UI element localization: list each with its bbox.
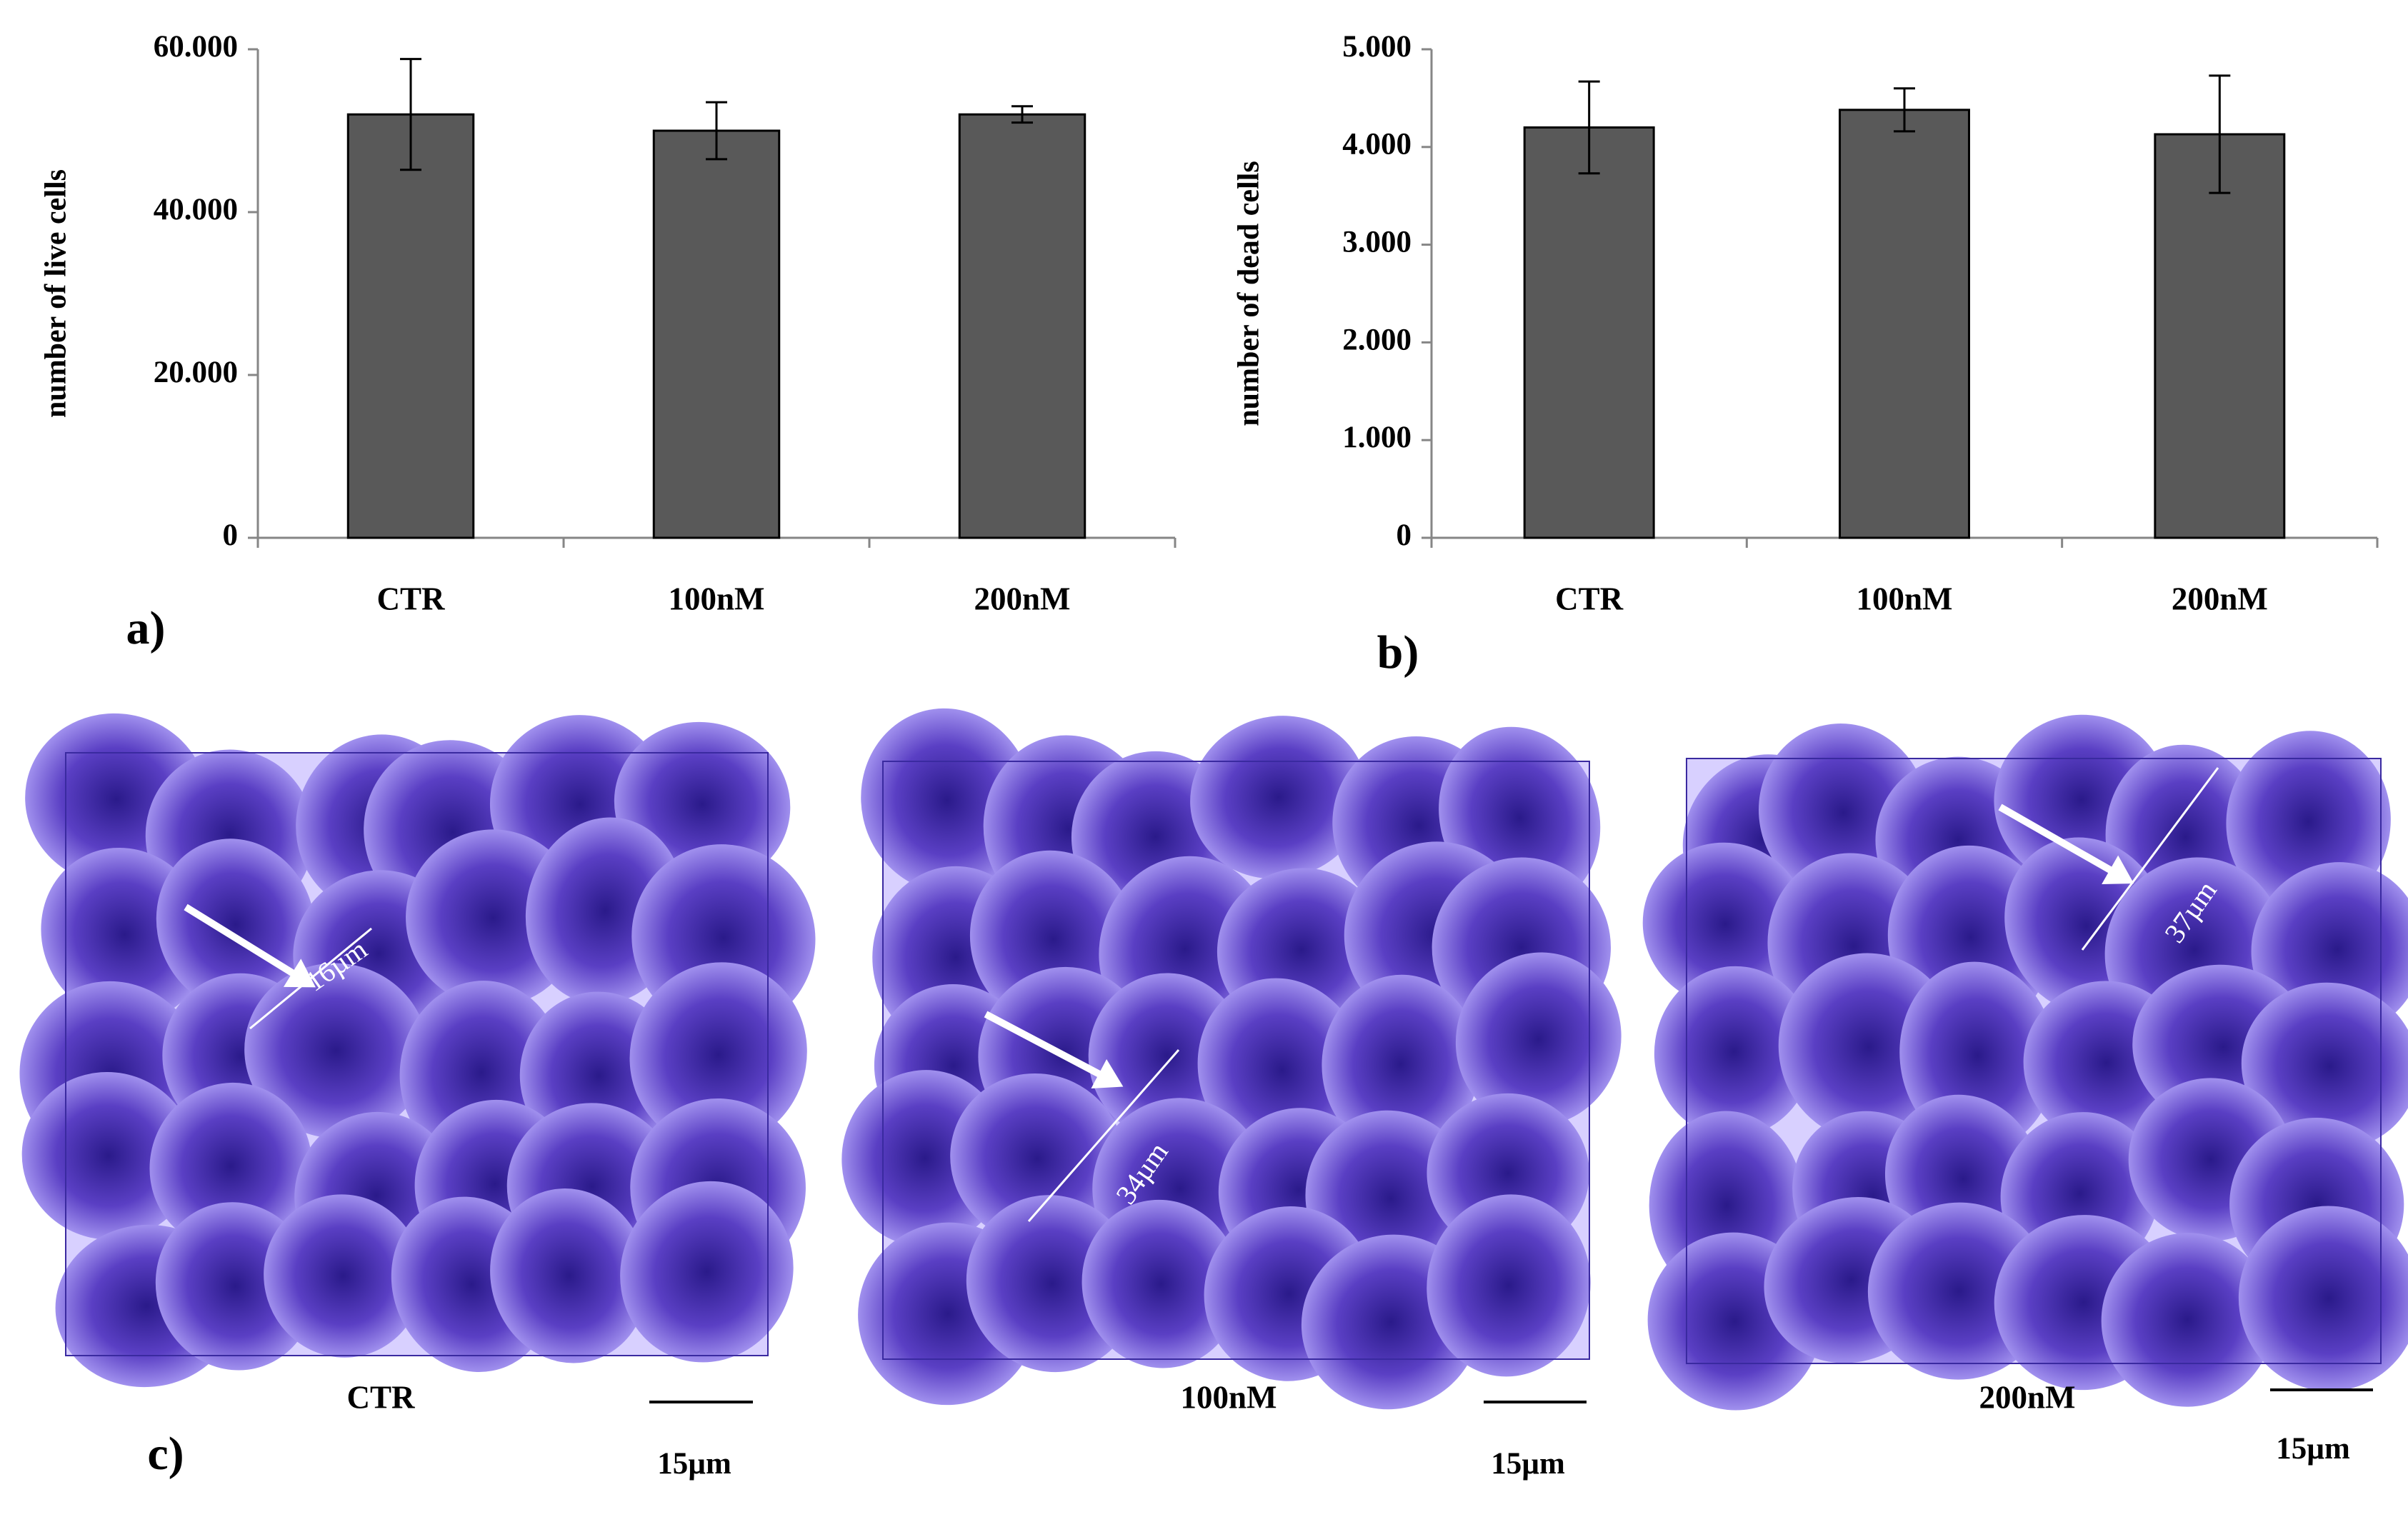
bar	[346, 113, 475, 539]
y-tick-label: 0	[223, 519, 239, 552]
cell	[264, 1194, 423, 1358]
error-bar	[400, 58, 421, 171]
y-tick-label: 60.000	[154, 30, 238, 64]
error-bar	[2209, 74, 2231, 194]
cell	[2238, 1206, 2408, 1391]
cell	[1081, 1199, 1241, 1368]
cell	[629, 962, 807, 1148]
bar	[2154, 133, 2286, 539]
cell	[1642, 842, 1808, 1006]
image-caption: 100nM	[1181, 1379, 1277, 1415]
cell	[950, 1073, 1125, 1244]
y-tick-label: 3.000	[1342, 225, 1412, 259]
y-tick-label: 4.000	[1342, 128, 1412, 161]
cell	[244, 963, 428, 1138]
x-tick-label: 200nM	[974, 581, 1071, 616]
error-bar	[706, 101, 727, 161]
bar	[1523, 126, 1655, 539]
cell	[2241, 982, 2408, 1151]
arrow	[984, 1011, 1116, 1086]
arrow-head	[283, 958, 316, 988]
error-bar	[1894, 87, 1915, 133]
x-tick-label: 100nM	[1857, 581, 1953, 616]
bar	[652, 129, 781, 539]
scale-bar-label: 15µm	[657, 1447, 731, 1481]
micrograph-frame	[882, 761, 1590, 1360]
y-axis-label: number of live cells	[40, 169, 73, 418]
error-bar	[1011, 105, 1033, 124]
image-caption: CTR	[346, 1379, 415, 1415]
image-caption: 200nM	[1979, 1379, 2076, 1415]
cell	[620, 1181, 794, 1363]
micrograph-frame	[65, 752, 769, 1356]
arrow	[1998, 803, 2127, 882]
error-bar	[1578, 80, 1600, 175]
y-tick-label: 0	[1397, 519, 1412, 552]
x-tick-label: CTR	[1555, 581, 1624, 616]
cell	[156, 838, 316, 1011]
scale-bar-label: 15µm	[2276, 1432, 2350, 1466]
panel-label: c)	[147, 1428, 184, 1480]
charts: 0 20.000 40.000 60.000 CTR 100nM 200nM number o…	[40, 30, 2379, 679]
cell	[1322, 974, 1480, 1154]
y-tick-label: 2.000	[1342, 323, 1412, 356]
arrow	[184, 903, 309, 986]
y-axis-label: number of dead cells	[1233, 161, 1266, 426]
y-tick-label: 40.000	[154, 193, 238, 226]
chart: 0 1.000 2.000 3.000 4.000 5.000 CTR 100nM 200nM n…	[1233, 30, 2379, 679]
bar	[958, 113, 1086, 539]
x-tick-label: 100nM	[669, 581, 765, 616]
y-tick-label: 1.000	[1342, 421, 1412, 454]
cell	[1654, 966, 1814, 1138]
bar	[1839, 109, 1970, 539]
cell	[490, 1188, 649, 1363]
cell	[1190, 716, 1367, 879]
measure-line	[1027, 1049, 1180, 1222]
cell	[1455, 952, 1622, 1126]
y-tick-label: 5.000	[1342, 30, 1412, 64]
arrow-head	[2102, 855, 2134, 884]
y-tick-label: 20.000	[154, 356, 238, 389]
x-tick-label: 200nM	[2172, 581, 2268, 616]
measure-line	[2081, 767, 2219, 951]
chart: 0 20.000 40.000 60.000 CTR 100nM 200nM number o…	[40, 30, 1176, 654]
x-tick-label: CTR	[376, 581, 445, 616]
panel-label: a)	[126, 602, 166, 654]
scale-bar-label: 15µm	[1491, 1447, 1565, 1481]
cell	[149, 1082, 312, 1250]
micrograph-frame	[1686, 758, 2382, 1364]
panel-label: b)	[1377, 626, 1419, 679]
cell	[1427, 1194, 1591, 1377]
arrow-head	[1091, 1059, 1124, 1089]
